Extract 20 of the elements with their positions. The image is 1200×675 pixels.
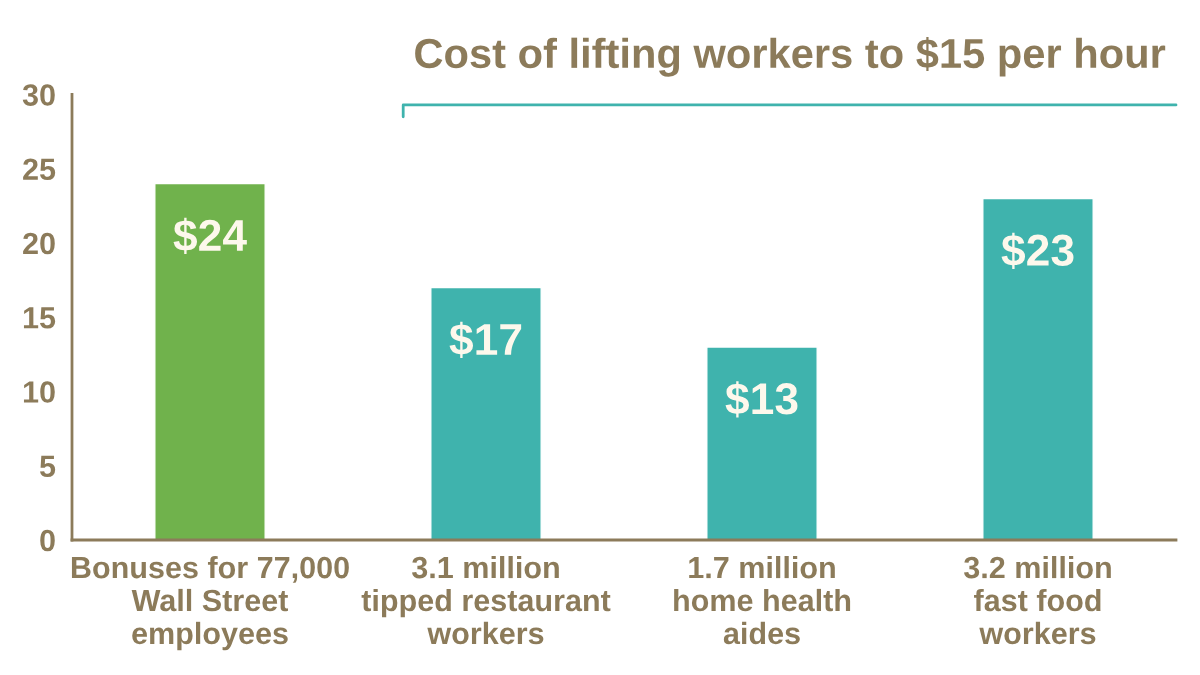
x-tick-label: Bonuses for 77,000 Wall Street employees (71, 555, 349, 651)
y-tick-label: 5 (39, 455, 56, 478)
y-tick-label: 15 (23, 307, 56, 329)
bar (706, 346, 818, 540)
y-tick-label: 20 (23, 232, 55, 255)
y-tick-label: 0 (40, 529, 55, 552)
bar (982, 197, 1094, 540)
data-label: $17 (449, 321, 522, 359)
y-tick-label: 25 (23, 158, 56, 181)
x-tick-label: 1.7 million home health aides (674, 555, 851, 645)
y-tick-label: 30 (22, 84, 55, 106)
data-label: $23 (1001, 232, 1074, 269)
data-label: $13 (725, 381, 798, 418)
data-label: $24 (173, 217, 247, 255)
bar (154, 182, 266, 540)
y-tick-label: 10 (23, 381, 55, 403)
bar (430, 286, 542, 540)
text: Cost of lifting workers to $15 per hour (415, 36, 1166, 77)
x-tick-label: 3.2 million fast food workers (964, 555, 1111, 645)
x-tick-label: 3.1 million tipped restaurant workers (361, 555, 611, 645)
